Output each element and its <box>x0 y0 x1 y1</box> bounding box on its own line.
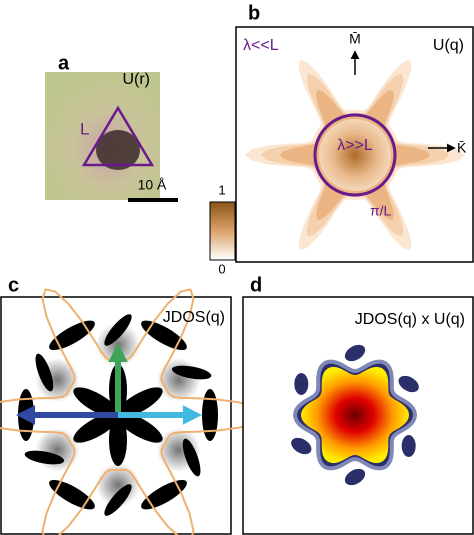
jdos-map <box>0 288 265 535</box>
body <box>301 366 409 464</box>
label: M̄ <box>349 31 361 47</box>
arm <box>171 365 212 380</box>
panel-title: JDOS(q) <box>163 309 225 326</box>
arm <box>49 479 95 510</box>
arm <box>182 438 201 477</box>
panel-label: a <box>58 52 70 74</box>
arm <box>35 353 54 392</box>
colorbar-max: 1 <box>218 182 225 197</box>
arm <box>49 320 95 351</box>
triangle <box>81 105 155 167</box>
petal <box>73 412 120 443</box>
label: π/L <box>370 203 392 219</box>
tip <box>344 344 366 362</box>
label: λ<<L <box>243 37 279 54</box>
contour <box>0 288 265 535</box>
length-label: L <box>80 119 89 138</box>
tip <box>398 375 419 393</box>
tip <box>291 437 312 455</box>
tip <box>344 468 366 486</box>
panel-title: JDOS(q) x U(q) <box>355 311 465 328</box>
arrow-head <box>182 405 202 425</box>
arrow-head <box>16 405 36 425</box>
arrow-head <box>108 343 128 363</box>
panel-label: c <box>8 274 19 296</box>
scale-label: 10 Å <box>138 177 167 193</box>
panel-label: d <box>250 274 262 296</box>
arm <box>24 450 65 465</box>
panel-label: b <box>248 2 260 24</box>
petal <box>116 412 163 443</box>
petal <box>116 387 163 418</box>
panel-title: U(r) <box>122 71 150 88</box>
potential-map <box>245 59 465 251</box>
label: λ>>L <box>337 137 373 154</box>
arm <box>104 314 132 346</box>
colorbar <box>209 201 236 261</box>
tip <box>401 435 416 457</box>
arm <box>104 484 132 516</box>
colorbar-min: 0 <box>218 261 225 276</box>
petal <box>109 414 127 466</box>
arm <box>141 320 187 351</box>
panel-title: U(q) <box>433 37 464 54</box>
defect <box>96 130 140 170</box>
tip <box>294 373 309 395</box>
arm <box>141 479 187 510</box>
blur <box>35 428 80 472</box>
petal <box>73 387 120 418</box>
blur <box>96 463 140 507</box>
product-map <box>291 344 419 486</box>
arm <box>202 389 218 441</box>
circle <box>313 113 397 197</box>
core <box>319 119 391 191</box>
blur <box>156 358 201 402</box>
label: K̄ <box>457 140 467 156</box>
